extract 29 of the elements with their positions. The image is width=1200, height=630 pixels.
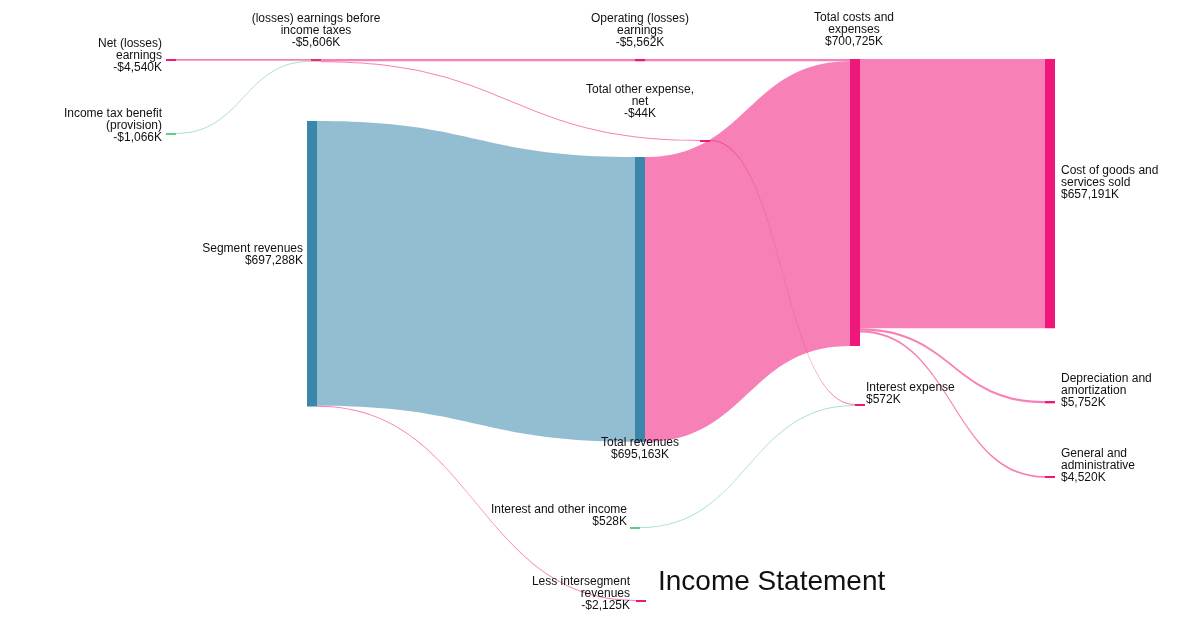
data-label: $657,191K [1061,187,1120,202]
data-label: $528K [592,514,627,529]
data-label: $700,725K [824,34,884,49]
data-label: $695,163K [610,447,670,462]
category-label: Total other expense, net [585,82,695,109]
category-label: General and administrative [1061,446,1136,473]
category-label: Income tax benefit (provision) [63,106,163,133]
category-label: Depreciation and amortization [1061,371,1152,398]
data-label: $697,288K [244,253,303,268]
data-label: -$4,540K [113,60,162,75]
data-label: -$44K [623,106,657,121]
category-label: Interest and other income [490,502,628,517]
category-label: Interest expense [866,380,956,395]
category-label: Operating (losses) earnings [590,11,690,38]
category-label: Net (losses) earnings [97,36,162,63]
data-label: $5,752K [1061,395,1106,410]
category-label: Total costs and expenses [813,10,895,37]
category-label: Segment revenues [202,241,303,256]
data-label: $572K [866,392,901,407]
category-label: (losses) earnings before income taxes [251,11,381,38]
data-label: -$2,125K [581,598,630,613]
category-label: Cost of goods and services sold [1061,163,1159,190]
data-label: -$5,606K [291,35,341,50]
data-label: -$5,562K [615,35,665,50]
data-label: -$1,066K [113,130,162,145]
text: Income Statement [658,565,886,597]
category-label: Total revenues [600,435,680,450]
category-label: Less intersegment revenues [531,574,631,601]
data-label: $4,520K [1061,470,1106,485]
